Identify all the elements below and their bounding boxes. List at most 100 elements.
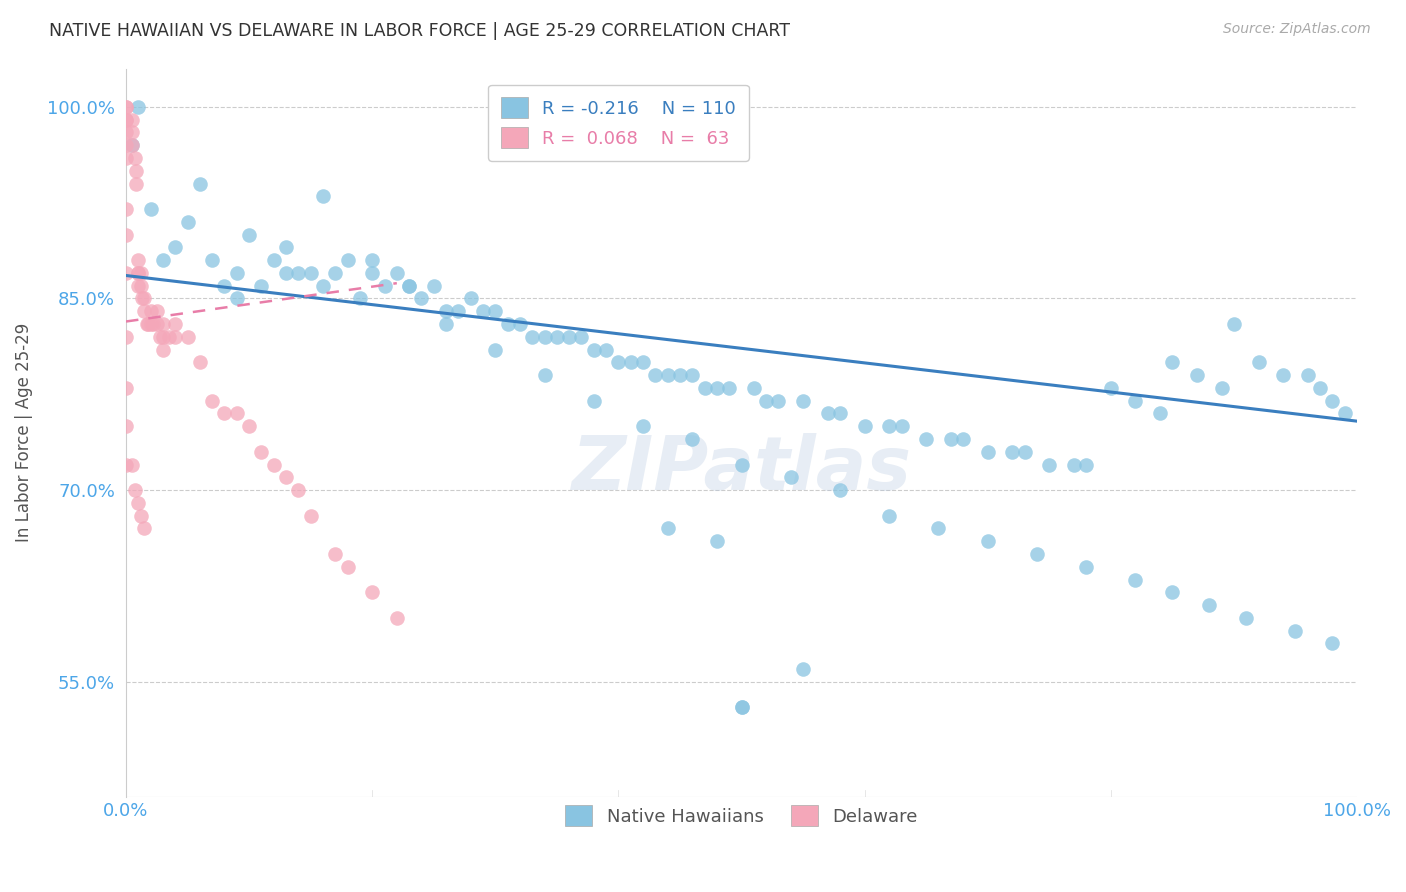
- Point: [225, 266, 247, 280]
- Point: [1014, 445, 1036, 459]
- Point: [411, 292, 433, 306]
- Point: [201, 253, 224, 268]
- Point: [115, 227, 138, 242]
- Point: [152, 317, 174, 331]
- Point: [484, 343, 506, 357]
- Point: [1234, 611, 1257, 625]
- Point: [135, 317, 157, 331]
- Point: [127, 253, 149, 268]
- Point: [1272, 368, 1295, 383]
- Point: [373, 278, 395, 293]
- Point: [1333, 407, 1355, 421]
- Point: [582, 393, 605, 408]
- Point: [706, 381, 728, 395]
- Point: [134, 292, 156, 306]
- Point: [323, 266, 346, 280]
- Point: [274, 240, 297, 254]
- Point: [115, 458, 138, 472]
- Point: [447, 304, 470, 318]
- Point: [792, 662, 814, 676]
- Point: [1284, 624, 1306, 638]
- Point: [890, 419, 912, 434]
- Point: [1076, 458, 1098, 472]
- Point: [115, 419, 138, 434]
- Point: [669, 368, 692, 383]
- Point: [124, 151, 146, 165]
- Point: [877, 508, 900, 523]
- Point: [127, 266, 149, 280]
- Point: [828, 407, 851, 421]
- Point: [152, 253, 174, 268]
- Point: [136, 317, 159, 331]
- Point: [693, 381, 716, 395]
- Point: [127, 266, 149, 280]
- Point: [312, 278, 335, 293]
- Point: [176, 330, 198, 344]
- Point: [201, 393, 224, 408]
- Point: [152, 343, 174, 357]
- Point: [115, 112, 138, 127]
- Point: [142, 317, 165, 331]
- Point: [139, 317, 162, 331]
- Point: [125, 163, 148, 178]
- Point: [422, 278, 444, 293]
- Point: [225, 292, 247, 306]
- Point: [129, 266, 152, 280]
- Point: [124, 483, 146, 497]
- Point: [484, 304, 506, 318]
- Point: [125, 177, 148, 191]
- Point: [250, 278, 273, 293]
- Point: [657, 521, 679, 535]
- Point: [853, 419, 876, 434]
- Point: [533, 368, 555, 383]
- Point: [115, 151, 138, 165]
- Point: [349, 292, 371, 306]
- Point: [817, 407, 839, 421]
- Point: [1322, 636, 1344, 650]
- Point: [115, 381, 138, 395]
- Point: [1125, 573, 1147, 587]
- Point: [681, 432, 703, 446]
- Point: [1211, 381, 1233, 395]
- Point: [927, 521, 949, 535]
- Point: [115, 330, 138, 344]
- Point: [121, 125, 143, 139]
- Point: [134, 304, 156, 318]
- Point: [121, 112, 143, 127]
- Point: [1001, 445, 1024, 459]
- Point: [115, 100, 138, 114]
- Point: [129, 508, 152, 523]
- Point: [361, 585, 384, 599]
- Point: [214, 278, 236, 293]
- Point: [287, 266, 309, 280]
- Point: [274, 470, 297, 484]
- Point: [149, 330, 172, 344]
- Point: [139, 304, 162, 318]
- Point: [1223, 317, 1246, 331]
- Text: Source: ZipAtlas.com: Source: ZipAtlas.com: [1223, 22, 1371, 37]
- Point: [361, 253, 384, 268]
- Point: [718, 381, 741, 395]
- Point: [121, 458, 143, 472]
- Text: NATIVE HAWAIIAN VS DELAWARE IN LABOR FORCE | AGE 25-29 CORRELATION CHART: NATIVE HAWAIIAN VS DELAWARE IN LABOR FOR…: [49, 22, 790, 40]
- Y-axis label: In Labor Force | Age 25-29: In Labor Force | Age 25-29: [15, 323, 32, 542]
- Point: [1076, 559, 1098, 574]
- Point: [460, 292, 482, 306]
- Point: [509, 317, 531, 331]
- Point: [681, 368, 703, 383]
- Point: [127, 278, 149, 293]
- Point: [146, 317, 169, 331]
- Point: [792, 393, 814, 408]
- Point: [299, 266, 322, 280]
- Point: [312, 189, 335, 203]
- Point: [238, 419, 260, 434]
- Point: [263, 253, 285, 268]
- Point: [263, 458, 285, 472]
- Point: [533, 330, 555, 344]
- Point: [1296, 368, 1319, 383]
- Point: [976, 534, 998, 549]
- Point: [976, 445, 998, 459]
- Point: [134, 521, 156, 535]
- Point: [768, 393, 790, 408]
- Point: [434, 317, 457, 331]
